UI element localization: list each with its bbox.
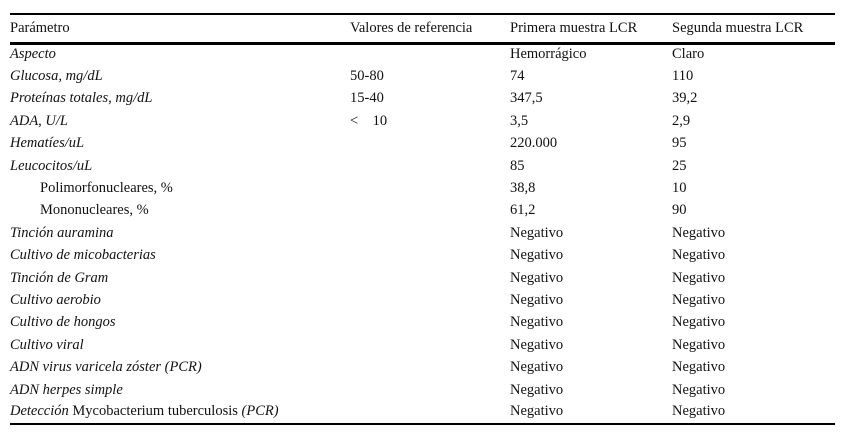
second-sample-cell: 2,9 — [672, 112, 691, 129]
row-glucosa: Glucosa, mg/dL 50-80 74 110 — [10, 65, 835, 87]
first-sample-cell: Negativo — [510, 381, 564, 398]
param-cell: Tinción auramina — [10, 224, 114, 241]
ref-value-cell — [350, 312, 510, 334]
header-valores-referencia: Valores de referencia — [350, 19, 473, 36]
table-body: Aspecto Hemorrágico Claro Glucosa, mg/dL… — [10, 43, 835, 424]
second-sample-cell: 39,2 — [672, 90, 698, 107]
lcr-results-table-container: Parámetro Valores de referencia Primera … — [10, 13, 835, 425]
second-sample-cell: Negativo — [672, 314, 726, 331]
first-sample-cell: 220.000 — [510, 135, 558, 152]
first-sample-cell: Hemorrágico — [510, 46, 587, 63]
param-cell: Glucosa, mg/dL — [10, 68, 103, 85]
ref-value-cell — [350, 267, 510, 289]
header-parametro: Parámetro — [10, 19, 70, 36]
row-aspecto: Aspecto Hemorrágico Claro — [10, 43, 835, 65]
first-sample-cell: Negativo — [510, 336, 564, 353]
param-cell: ADA, U/L — [10, 112, 68, 129]
ref-value-cell: 50-80 — [350, 68, 384, 85]
first-sample-cell: Negativo — [510, 314, 564, 331]
param-part-pcr: (PCR) — [241, 403, 279, 420]
param-cell: Aspecto — [10, 46, 56, 63]
ref-value-cell — [350, 133, 510, 155]
second-sample-cell: 25 — [672, 157, 687, 174]
ref-value-cell — [350, 401, 510, 423]
ref-value-cell — [350, 245, 510, 267]
param-part-deteccion: Detección — [10, 403, 73, 420]
first-sample-cell: 74 — [510, 68, 525, 85]
row-cultivo-aerobio: Cultivo aerobio Negativo Negativo — [10, 289, 835, 311]
second-sample-cell: Negativo — [672, 269, 726, 286]
first-sample-cell: 38,8 — [510, 180, 536, 197]
param-cell: Hematíes/uL — [10, 135, 85, 152]
param-cell: ADN virus varicela zóster (PCR) — [10, 359, 202, 376]
second-sample-cell: 10 — [672, 180, 687, 197]
row-ada: ADA, U/L < 10 3,5 2,9 — [10, 110, 835, 132]
lcr-results-table: Parámetro Valores de referencia Primera … — [10, 13, 835, 425]
param-cell: Cultivo aerobio — [10, 291, 101, 308]
first-sample-cell: 61,2 — [510, 202, 536, 219]
second-sample-cell: Negativo — [672, 336, 726, 353]
first-sample-cell: Negativo — [510, 247, 564, 264]
param-cell: ADN herpes simple — [10, 381, 123, 398]
row-leucocitos: Leucocitos/uL 85 25 — [10, 155, 835, 177]
row-mononucleares: Mononucleares, % 61,2 90 — [10, 200, 835, 222]
param-cell: Mononucleares, % — [40, 202, 149, 219]
second-sample-cell: Negativo — [672, 359, 726, 376]
first-sample-cell: Negativo — [510, 224, 564, 241]
ref-value-cell: < 10 — [350, 112, 388, 129]
row-hematies: Hematíes/uL 220.000 95 — [10, 133, 835, 155]
row-tincion-auramina: Tinción auramina Negativo Negativo — [10, 222, 835, 244]
ref-value-cell — [350, 356, 510, 378]
second-sample-cell: Negativo — [672, 291, 726, 308]
second-sample-cell: 95 — [672, 135, 687, 152]
row-polimorfonucleares: Polimorfonucleares, % 38,8 10 — [10, 177, 835, 199]
ref-value-cell — [350, 177, 510, 199]
row-cultivo-micobacterias: Cultivo de micobacterias Negativo Negati… — [10, 245, 835, 267]
ref-value-cell — [350, 379, 510, 401]
second-sample-cell: Negativo — [672, 381, 726, 398]
param-cell: Polimorfonucleares, % — [40, 180, 173, 197]
header-row: Parámetro Valores de referencia Primera … — [10, 14, 835, 43]
param-cell: Proteínas totales, mg/dL — [10, 90, 153, 107]
param-cell: Leucocitos/uL — [10, 157, 93, 174]
header-segunda-muestra: Segunda muestra LCR — [672, 19, 804, 36]
row-adn-herpes-simple: ADN herpes simple Negativo Negativo — [10, 379, 835, 401]
param-part-species: Mycobacterium tuberculosis — [72, 403, 242, 420]
param-cell: Tinción de Gram — [10, 269, 109, 286]
first-sample-cell: 347,5 — [510, 90, 543, 107]
param-cell: Cultivo de hongos — [10, 314, 116, 331]
first-sample-cell: Negativo — [510, 269, 564, 286]
second-sample-cell: 90 — [672, 202, 687, 219]
first-sample-cell: Negativo — [510, 291, 564, 308]
row-cultivo-viral: Cultivo viral Negativo Negativo — [10, 334, 835, 356]
row-adn-varicela-zoster: ADN virus varicela zóster (PCR) Negativo… — [10, 356, 835, 378]
row-tincion-gram: Tinción de Gram Negativo Negativo — [10, 267, 835, 289]
first-sample-cell: 3,5 — [510, 112, 529, 129]
ref-value-cell — [350, 200, 510, 222]
param-cell: Detección Mycobacterium tuberculosis (PC… — [10, 401, 350, 423]
row-proteinas-totales: Proteínas totales, mg/dL 15-40 347,5 39,… — [10, 88, 835, 110]
ref-value-cell — [350, 155, 510, 177]
second-sample-cell: Claro — [672, 46, 705, 63]
first-sample-cell: Negativo — [510, 359, 564, 376]
first-sample-cell: Negativo — [510, 403, 564, 420]
header-primera-muestra: Primera muestra LCR — [510, 19, 638, 36]
second-sample-cell: 110 — [672, 68, 694, 85]
ref-value-cell: 15-40 — [350, 90, 384, 107]
ref-value-cell — [350, 334, 510, 356]
second-sample-cell: Negativo — [672, 224, 726, 241]
ref-value-cell — [350, 289, 510, 311]
second-sample-cell: Negativo — [672, 403, 726, 420]
param-cell: Cultivo viral — [10, 336, 84, 353]
second-sample-cell: Negativo — [672, 247, 726, 264]
ref-value-cell — [350, 222, 510, 244]
first-sample-cell: 85 — [510, 157, 525, 174]
table-header: Parámetro Valores de referencia Primera … — [10, 14, 835, 43]
row-deteccion-tuberculosis: Detección Mycobacterium tuberculosis (PC… — [10, 401, 835, 423]
ref-value-cell — [350, 43, 510, 65]
row-cultivo-hongos: Cultivo de hongos Negativo Negativo — [10, 312, 835, 334]
param-cell: Cultivo de micobacterias — [10, 247, 156, 264]
